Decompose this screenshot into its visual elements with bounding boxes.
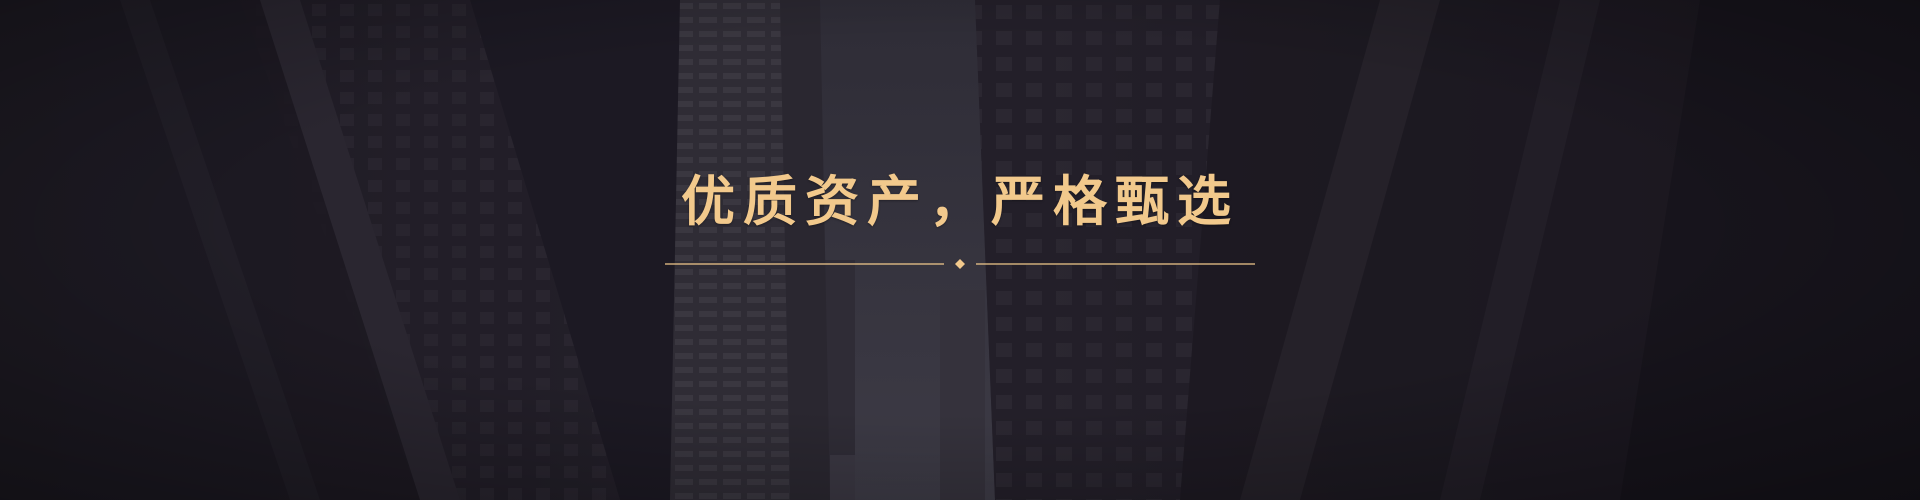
diamond-icon — [955, 259, 965, 269]
headline: 优质资产，严格甄选 — [681, 170, 1239, 233]
headline-divider — [665, 259, 1255, 269]
